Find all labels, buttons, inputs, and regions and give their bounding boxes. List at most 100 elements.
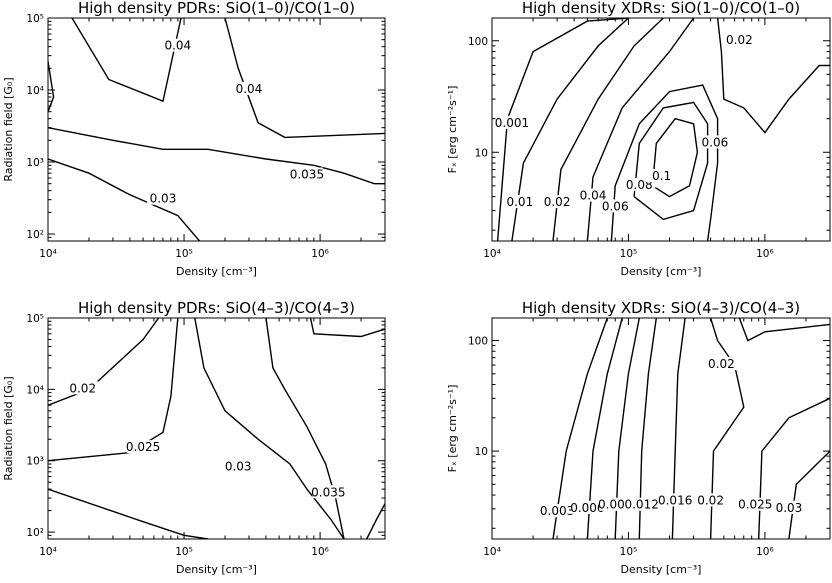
contour-line bbox=[552, 318, 608, 539]
x-tick-label: 10⁶ bbox=[756, 546, 774, 558]
contour-label-bg bbox=[625, 497, 658, 511]
contour-label-bg bbox=[577, 188, 610, 202]
panel-title: High density XDRs: SiO(4–3)/CO(4–3) bbox=[522, 299, 800, 317]
contour-line bbox=[496, 18, 629, 241]
y-tick-label: 10³ bbox=[26, 456, 44, 468]
contour-label-bg bbox=[599, 497, 632, 511]
x-tick-label: 10⁶ bbox=[311, 248, 329, 260]
contour-line bbox=[638, 318, 657, 539]
contour-line bbox=[48, 158, 201, 241]
x-tick-label: 10⁶ bbox=[756, 248, 774, 260]
contour-label-bg bbox=[698, 135, 731, 149]
panel-4: High density XDRs: SiO(4–3)/CO(4–3) Densi… bbox=[446, 299, 831, 576]
plot-frame bbox=[491, 17, 831, 242]
contour-label-bg bbox=[571, 500, 604, 514]
panel-1: High density PDRs: SiO(1–0)/CO(1–0) Densi… bbox=[2, 0, 386, 278]
contour-line bbox=[48, 488, 209, 539]
y-axis-label: Fₓ [erg cm⁻²s⁻¹] bbox=[446, 385, 459, 473]
y-axis-label: Radiation field [G₀] bbox=[2, 77, 15, 181]
contour-label-bg bbox=[705, 357, 738, 371]
contour-label: 0.035 bbox=[290, 167, 324, 181]
contour-label: 0.03 bbox=[776, 501, 803, 515]
contour-label-bg bbox=[312, 485, 345, 499]
y-tick-label: 10⁴ bbox=[26, 85, 44, 97]
contour-line bbox=[511, 18, 629, 241]
contour-group bbox=[496, 18, 830, 241]
x-tick-label: 10⁵ bbox=[175, 546, 193, 558]
contour-line bbox=[48, 318, 179, 462]
contour-line bbox=[586, 318, 623, 539]
contour-label: 0.003 bbox=[540, 504, 574, 518]
panel-title: High density PDRs: SiO(4–3)/CO(4–3) bbox=[78, 299, 355, 317]
plot-frame bbox=[491, 317, 831, 540]
contour-group bbox=[552, 318, 830, 539]
contour-label-bg bbox=[723, 32, 756, 46]
contour-line bbox=[552, 18, 664, 241]
contour-label: 0.006 bbox=[570, 501, 604, 515]
contour-line bbox=[309, 318, 385, 338]
x-axis-label: Density [cm⁻³] bbox=[176, 265, 257, 278]
contour-label-bg bbox=[495, 115, 528, 129]
plot-frame bbox=[47, 317, 386, 540]
x-tick-label: 10⁵ bbox=[620, 248, 638, 260]
panel-title: High density XDRs: SiO(1–0)/CO(1–0) bbox=[522, 0, 800, 17]
y-tick-label: 10⁴ bbox=[26, 384, 44, 396]
contour-label: 0.016 bbox=[658, 493, 692, 507]
contour-label-bg bbox=[146, 191, 179, 205]
contour-label-bg bbox=[66, 381, 99, 395]
contour-line bbox=[48, 127, 385, 185]
x-tick-label: 10⁵ bbox=[620, 546, 638, 558]
contour-line bbox=[48, 61, 55, 112]
contour-label-bg bbox=[161, 38, 194, 52]
contour-line bbox=[788, 450, 830, 539]
contour-line bbox=[758, 397, 830, 539]
y-tick-label: 10 bbox=[475, 446, 488, 458]
contour-line bbox=[194, 318, 345, 539]
contour-label-bg bbox=[232, 82, 265, 96]
contour-label-bg bbox=[290, 167, 323, 181]
contour-label-bg bbox=[645, 168, 678, 182]
contour-label-bg bbox=[127, 440, 160, 454]
x-axis-label: Density [cm⁻³] bbox=[621, 563, 702, 576]
contour-label-bg bbox=[739, 497, 772, 511]
contour-label-bg bbox=[222, 459, 255, 473]
contour-label: 0.03 bbox=[150, 192, 177, 206]
contour-group bbox=[48, 318, 385, 539]
x-tick-label: 10⁴ bbox=[483, 248, 501, 260]
contour-label: 0.01 bbox=[506, 195, 533, 209]
contour-line bbox=[633, 101, 709, 221]
contour-label: 0.012 bbox=[624, 498, 658, 512]
contour-line bbox=[610, 84, 719, 241]
contour-label-bg bbox=[599, 199, 632, 213]
contour-line bbox=[224, 18, 385, 139]
contour-label: 0.02 bbox=[69, 381, 96, 395]
plot-frame bbox=[47, 17, 386, 242]
y-tick-label: 10⁵ bbox=[26, 313, 44, 325]
contour-label: 0.04 bbox=[164, 39, 191, 53]
y-tick-label: 10² bbox=[26, 229, 44, 241]
contour-line bbox=[366, 503, 385, 539]
y-tick-label: 10 bbox=[475, 147, 488, 159]
contour-label: 0.04 bbox=[580, 189, 607, 203]
contour-label: 0.06 bbox=[602, 199, 629, 213]
contour-label: 0.04 bbox=[236, 82, 263, 96]
contour-label: 0.1 bbox=[652, 169, 671, 183]
x-tick-label: 10⁵ bbox=[175, 248, 193, 260]
panel-3: High density PDRs: SiO(4–3)/CO(4–3) Densi… bbox=[2, 299, 386, 576]
x-axis-label: Density [cm⁻³] bbox=[621, 265, 702, 278]
x-axis-label: Density [cm⁻³] bbox=[176, 563, 257, 576]
contour-line bbox=[614, 318, 640, 539]
contour-line bbox=[71, 18, 182, 103]
y-tick-label: 10² bbox=[26, 527, 44, 539]
y-tick-label: 100 bbox=[468, 336, 488, 348]
contour-label: 0.009 bbox=[598, 498, 632, 512]
contour-label-bg bbox=[694, 493, 727, 507]
contour-line bbox=[48, 318, 160, 406]
contour-label: 0.025 bbox=[126, 440, 160, 454]
contour-label: 0.06 bbox=[702, 135, 729, 149]
contour-label: 0.02 bbox=[697, 493, 724, 507]
contour-label-bg bbox=[541, 504, 574, 518]
contour-label-bg bbox=[659, 493, 692, 507]
contour-group bbox=[48, 18, 385, 241]
